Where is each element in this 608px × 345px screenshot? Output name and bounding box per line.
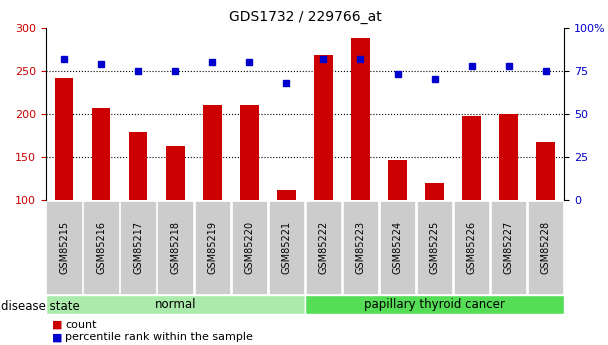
Text: GSM85217: GSM85217 (133, 221, 143, 274)
Text: ■: ■ (52, 333, 62, 342)
Text: GSM85218: GSM85218 (170, 221, 180, 274)
Bar (306, 201, 341, 294)
Bar (499, 114, 518, 200)
Text: papillary thyroid cancer: papillary thyroid cancer (364, 298, 505, 311)
Text: GSM85227: GSM85227 (503, 221, 514, 274)
Bar (389, 159, 407, 200)
Text: GSM85225: GSM85225 (430, 221, 440, 274)
Text: GSM85216: GSM85216 (96, 221, 106, 274)
Text: normal: normal (154, 298, 196, 311)
Text: count: count (65, 320, 97, 330)
Text: GSM85224: GSM85224 (393, 221, 402, 274)
Bar (491, 201, 527, 294)
Bar (269, 201, 304, 294)
Bar (232, 201, 267, 294)
Bar (203, 105, 221, 200)
Bar (417, 201, 452, 294)
Text: GSM85226: GSM85226 (466, 221, 477, 274)
Text: GSM85228: GSM85228 (541, 221, 551, 274)
Bar (46, 295, 305, 314)
Bar (314, 55, 333, 200)
Bar (92, 108, 111, 200)
Bar (157, 201, 193, 294)
Text: GSM85221: GSM85221 (282, 221, 291, 274)
Text: ■: ■ (52, 320, 62, 330)
Bar (454, 201, 489, 294)
Bar (528, 201, 564, 294)
Bar (462, 116, 481, 200)
Text: GSM85219: GSM85219 (207, 221, 217, 274)
Title: GDS1732 / 229766_at: GDS1732 / 229766_at (229, 10, 381, 24)
Bar (277, 190, 295, 200)
Text: GSM85222: GSM85222 (319, 221, 328, 274)
Text: GSM85220: GSM85220 (244, 221, 254, 274)
Bar (129, 132, 148, 200)
Text: percentile rank within the sample: percentile rank within the sample (65, 333, 253, 342)
Bar (343, 201, 378, 294)
Bar (536, 142, 555, 200)
Bar (120, 201, 156, 294)
Bar (166, 146, 184, 200)
Bar (83, 201, 119, 294)
Text: GSM85223: GSM85223 (356, 221, 365, 274)
Bar (195, 201, 230, 294)
Bar (380, 201, 415, 294)
Text: GSM85215: GSM85215 (59, 221, 69, 274)
Bar (305, 295, 564, 314)
Bar (46, 201, 82, 294)
Text: disease state: disease state (1, 299, 80, 313)
Bar (240, 105, 258, 200)
Bar (426, 183, 444, 200)
Bar (351, 38, 370, 200)
Bar (55, 78, 74, 200)
